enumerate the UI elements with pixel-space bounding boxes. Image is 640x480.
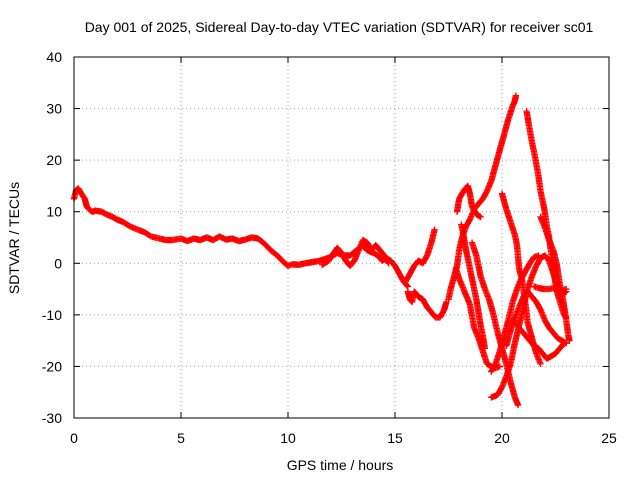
series-drop-18 <box>452 265 504 372</box>
plot-frame <box>73 56 610 419</box>
series-overlap-12-15 <box>319 236 392 270</box>
y-tick-label: 40 <box>46 49 62 65</box>
y-tick-label: -20 <box>42 358 62 374</box>
axis-tick-labels: 0 5 10 15 20 25 -30 -20 -10 0 10 20 30 40 <box>42 49 617 446</box>
series-marker-trail <box>403 228 438 284</box>
series-lower-left-peak <box>458 221 489 352</box>
series-marker-trail <box>510 317 567 362</box>
series-marker-trail <box>405 289 450 321</box>
series-rise-15-17 <box>402 226 438 285</box>
series-marker-trail <box>454 183 483 220</box>
y-tick-label: -10 <box>42 307 62 323</box>
y-tick-label: 20 <box>46 152 62 168</box>
series-small-arc-18 <box>453 182 484 221</box>
plot-data <box>70 92 573 409</box>
y-axis-label: SDTVAR / TECUs <box>6 182 22 294</box>
series-marker-trail <box>458 222 488 351</box>
x-tick-label: 15 <box>387 430 403 446</box>
x-tick-label: 0 <box>70 430 78 446</box>
series-marker-trail <box>320 237 392 268</box>
series-lower-15-17 <box>404 288 450 321</box>
x-axis-label: GPS time / hours <box>287 457 394 473</box>
series-upper-bundle-20 <box>488 252 542 375</box>
axis-ticks <box>73 56 610 419</box>
x-tick-label: 5 <box>177 430 185 446</box>
x-tick-label: 10 <box>280 430 296 446</box>
y-tick-label: 30 <box>46 101 62 117</box>
y-tick-label: -30 <box>42 410 62 426</box>
series-bottom-swoop <box>509 316 568 362</box>
chart-title: Day 001 of 2025, Sidereal Day-to-day VTE… <box>85 19 594 35</box>
series-marker-trail <box>488 252 541 374</box>
series-marker-trail <box>453 266 502 371</box>
x-tick-label: 25 <box>601 430 617 446</box>
y-tick-label: 0 <box>54 255 62 271</box>
x-tick-label: 20 <box>494 430 510 446</box>
y-tick-label: 10 <box>46 204 62 220</box>
